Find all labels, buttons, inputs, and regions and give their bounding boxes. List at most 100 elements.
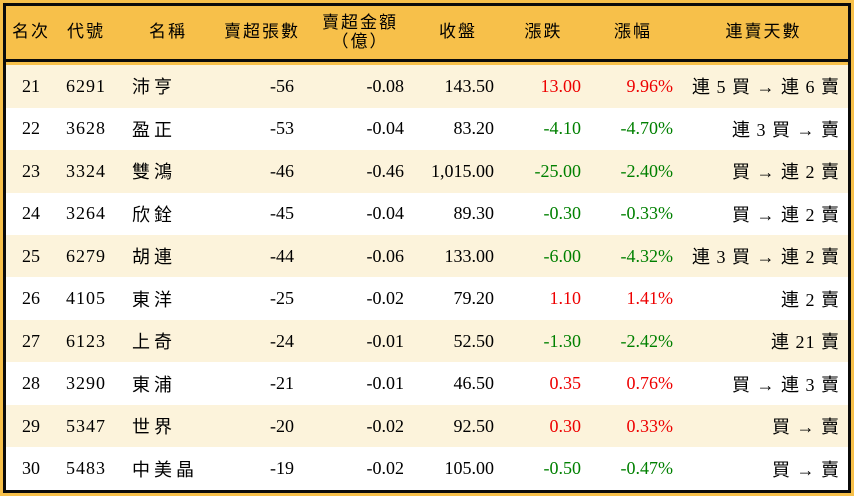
cell-code: 6123 [56, 319, 116, 363]
cell-code: 3324 [56, 150, 116, 193]
table-row: 24 3264 欣銓 -45 -0.04 89.30 -0.30 -0.33% 買 → 連 2 … [6, 192, 848, 235]
cell-streak: 連 3 買 → 賣 [679, 107, 848, 151]
cell-sell_amount: -0.46 [304, 150, 416, 193]
cell-rank: 25 [6, 234, 56, 278]
table-row: 28 3290 東浦 -21 -0.01 46.50 0.35 0.76% 買 → 連 3 賣 [6, 362, 848, 405]
table-row: 22 3628 盈正 -53 -0.04 83.20 -4.10 -4.70% 連 3 買 → … [6, 107, 848, 151]
cell-change_pct: 1.41% [587, 277, 679, 320]
cell-streak: 買 → 賣 [679, 447, 848, 490]
cell-rank: 24 [6, 192, 56, 235]
cell-close: 92.50 [416, 404, 500, 448]
cell-close: 79.20 [416, 277, 500, 320]
cell-streak: 買 → 賣 [679, 404, 848, 448]
cell-change_pct: 0.33% [587, 404, 679, 448]
cell-change_pct: -4.32% [587, 234, 679, 278]
cell-close: 83.20 [416, 107, 500, 151]
table-body: 21 6291 沛亨 -56 -0.08 143.50 13.00 9.96% 連 5 買 → … [6, 60, 848, 490]
cell-code: 3264 [56, 192, 116, 235]
header-spacer-cell [6, 60, 848, 66]
cell-sell_amount: -0.02 [304, 447, 416, 490]
cell-streak: 連 21 賣 [679, 319, 848, 363]
cell-name: 東洋 [116, 277, 220, 320]
table-row: 21 6291 沛亨 -56 -0.08 143.50 13.00 9.96% 連 5 買 → … [6, 65, 848, 108]
header-row: 名次 代號 名稱 賣超張數 賣超金額 （億） 收盤 漲跌 漲幅 連賣天數 [6, 6, 848, 62]
cell-name: 中美晶 [116, 447, 220, 490]
cell-close: 89.30 [416, 192, 500, 235]
header-sell-amount: 賣超金額 （億） [304, 6, 416, 62]
cell-sell_amount: -0.02 [304, 277, 416, 320]
table-row: 29 5347 世界 -20 -0.02 92.50 0.30 0.33% 買 → 賣 [6, 404, 848, 448]
header-name: 名稱 [116, 6, 220, 62]
cell-code: 5483 [56, 447, 116, 490]
table-row: 26 4105 東洋 -25 -0.02 79.20 1.10 1.41% 連 2 賣 [6, 277, 848, 320]
cell-streak: 連 2 賣 [679, 277, 848, 320]
table-row: 27 6123 上奇 -24 -0.01 52.50 -1.30 -2.42% 連 21 賣 [6, 319, 848, 363]
cell-change_pct: -2.42% [587, 319, 679, 363]
cell-change_pct: -2.40% [587, 150, 679, 193]
cell-rank: 23 [6, 150, 56, 193]
cell-rank: 21 [6, 65, 56, 108]
cell-streak: 買 → 連 2 賣 [679, 192, 848, 235]
cell-rank: 29 [6, 404, 56, 448]
cell-sell_volume: -19 [220, 447, 304, 490]
cell-code: 6291 [56, 65, 116, 108]
cell-close: 143.50 [416, 65, 500, 108]
cell-name: 雙鴻 [116, 150, 220, 193]
cell-sell_amount: -0.01 [304, 362, 416, 405]
sell-over-ranking-table: 名次 代號 名稱 賣超張數 賣超金額 （億） 收盤 漲跌 漲幅 連賣天數 21 6… [6, 6, 848, 490]
cell-code: 6279 [56, 234, 116, 278]
cell-code: 4105 [56, 277, 116, 320]
cell-sell_volume: -56 [220, 65, 304, 108]
cell-streak: 買 → 連 2 賣 [679, 150, 848, 193]
cell-sell_amount: -0.01 [304, 319, 416, 363]
header-sell-amount-line2: （億） [331, 32, 389, 52]
cell-streak: 連 5 買 → 連 6 賣 [679, 65, 848, 108]
cell-sell_volume: -53 [220, 107, 304, 151]
table-row: 25 6279 胡連 -44 -0.06 133.00 -6.00 -4.32% 連 3 買 →… [6, 234, 848, 278]
cell-code: 5347 [56, 404, 116, 448]
cell-rank: 26 [6, 277, 56, 320]
cell-sell_amount: -0.04 [304, 192, 416, 235]
cell-sell_volume: -20 [220, 404, 304, 448]
cell-change: -0.50 [500, 447, 587, 490]
header-sell-amount-line1: 賣超金額 [322, 12, 398, 32]
cell-name: 盈正 [116, 107, 220, 151]
header-spacer-row [6, 60, 848, 66]
cell-close: 133.00 [416, 234, 500, 278]
header-code: 代號 [56, 6, 116, 62]
header-rank: 名次 [6, 6, 56, 62]
cell-sell_amount: -0.06 [304, 234, 416, 278]
cell-change_pct: 9.96% [587, 65, 679, 108]
table-row: 30 5483 中美晶 -19 -0.02 105.00 -0.50 -0.47% 買 → 賣 [6, 447, 848, 490]
cell-name: 沛亨 [116, 65, 220, 108]
cell-streak: 連 3 買 → 連 2 賣 [679, 234, 848, 278]
cell-change_pct: 0.76% [587, 362, 679, 405]
cell-sell_amount: -0.08 [304, 65, 416, 108]
cell-streak: 買 → 連 3 賣 [679, 362, 848, 405]
header-sell-volume: 賣超張數 [220, 6, 304, 62]
header-close: 收盤 [416, 6, 500, 62]
cell-name: 東浦 [116, 362, 220, 405]
cell-name: 欣銓 [116, 192, 220, 235]
cell-name: 上奇 [116, 319, 220, 363]
cell-sell_amount: -0.04 [304, 107, 416, 151]
cell-sell_volume: -45 [220, 192, 304, 235]
cell-sell_volume: -44 [220, 234, 304, 278]
cell-sell_volume: -25 [220, 277, 304, 320]
cell-change: 13.00 [500, 65, 587, 108]
cell-sell_volume: -21 [220, 362, 304, 405]
cell-name: 胡連 [116, 234, 220, 278]
cell-change: -6.00 [500, 234, 587, 278]
header-streak: 連賣天數 [679, 6, 848, 62]
cell-rank: 30 [6, 447, 56, 490]
cell-code: 3628 [56, 107, 116, 151]
header-change: 漲跌 [500, 6, 587, 62]
table-container: 名次 代號 名稱 賣超張數 賣超金額 （億） 收盤 漲跌 漲幅 連賣天數 21 6… [3, 3, 851, 493]
table-header: 名次 代號 名稱 賣超張數 賣超金額 （億） 收盤 漲跌 漲幅 連賣天數 [6, 6, 848, 62]
cell-close: 46.50 [416, 362, 500, 405]
cell-change: -1.30 [500, 319, 587, 363]
table-row: 23 3324 雙鴻 -46 -0.46 1,015.00 -25.00 -2.40% 買 → … [6, 150, 848, 193]
cell-change: 0.30 [500, 404, 587, 448]
cell-rank: 22 [6, 107, 56, 151]
